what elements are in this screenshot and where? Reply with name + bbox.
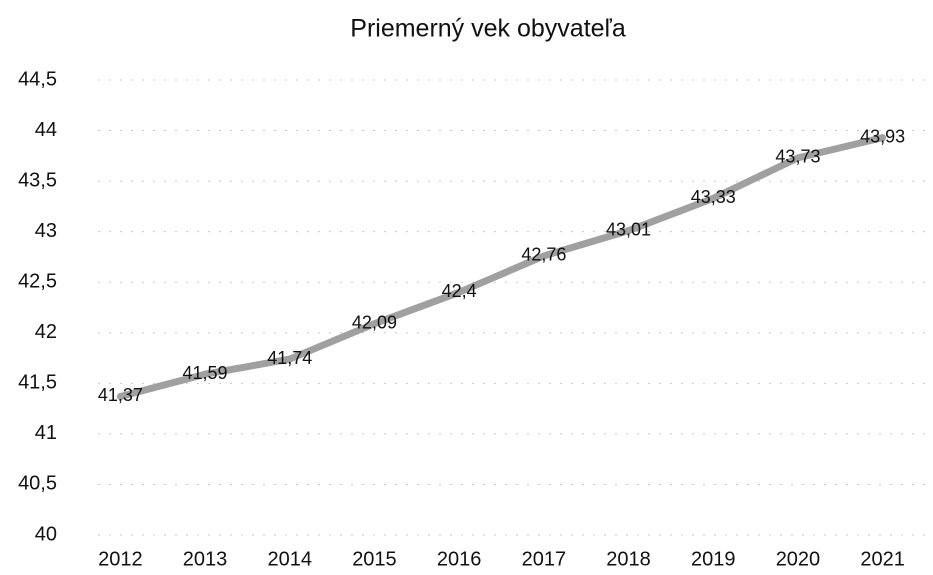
x-tick-label: 2018 xyxy=(606,548,651,570)
x-tick-label: 2013 xyxy=(183,548,228,570)
y-tick-label: 43,5 xyxy=(18,169,57,191)
data-label: 43,73 xyxy=(775,147,820,167)
y-tick-label: 44 xyxy=(35,119,57,141)
data-label: 42,76 xyxy=(521,245,566,265)
x-tick-label: 2019 xyxy=(691,548,736,570)
x-tick-label: 2016 xyxy=(437,548,482,570)
y-tick-label: 43 xyxy=(35,220,57,242)
line xyxy=(116,134,887,400)
data-label: 42,09 xyxy=(352,312,397,332)
data-label: 43,93 xyxy=(860,126,905,146)
data-label: 41,37 xyxy=(98,385,143,405)
x-tick-label: 2020 xyxy=(776,548,821,570)
data-label: 41,59 xyxy=(183,363,228,383)
x-tick-label: 2012 xyxy=(98,548,143,570)
data-label: 41,74 xyxy=(267,348,312,368)
x-tick-label: 2017 xyxy=(522,548,567,570)
x-tick-label: 2015 xyxy=(352,548,397,570)
y-tick-label: 42 xyxy=(35,321,57,343)
data-label: 43,01 xyxy=(606,219,651,239)
y-tick-label: 40,5 xyxy=(18,473,57,495)
y-tick-label: 41 xyxy=(35,422,57,444)
y-tick-label: 41,5 xyxy=(18,372,57,394)
data-label: 43,33 xyxy=(691,187,736,207)
chart-title: Priemerný vek obyvateľa xyxy=(350,15,626,43)
x-tick-label: 2021 xyxy=(860,548,905,570)
y-tick-label: 40 xyxy=(35,523,57,545)
y-tick-label: 42,5 xyxy=(18,271,57,293)
data-label: 42,4 xyxy=(442,281,477,301)
y-tick-label: 44,5 xyxy=(18,68,57,90)
x-tick-label: 2014 xyxy=(268,548,313,570)
